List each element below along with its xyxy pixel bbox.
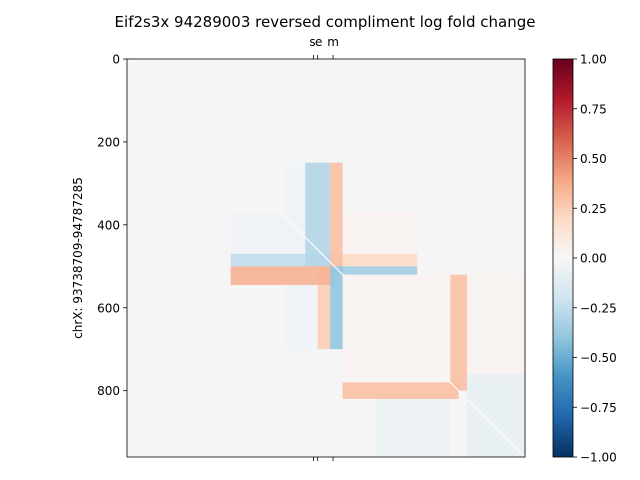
plot-area <box>126 58 526 458</box>
heatmap-region-lower-vertical-right <box>330 266 343 350</box>
colorbar-gradient <box>553 59 573 457</box>
heatmap-region-lower-right-vertical <box>450 274 467 391</box>
y-tick-label: 600 <box>97 301 120 315</box>
heatmap-region-upper-vertical-left <box>305 162 331 267</box>
plot-frame <box>126 58 526 458</box>
colorbar-tick-label: 0.50 <box>580 152 607 166</box>
heatmap-region-lower-left-pale-block <box>284 284 318 350</box>
y-tick-label: 0 <box>112 53 120 67</box>
y-axis-ticks: 0 200 400 600 800 <box>97 53 127 398</box>
heatmap-region-left-band-lower <box>230 266 335 285</box>
y-tick-label: 400 <box>97 218 120 232</box>
heatmap-cells <box>230 162 525 457</box>
colorbar-ticks: −1.00 −0.75 −0.50 −0.25 0.00 0.25 0.50 0.75 1.00 <box>573 53 617 465</box>
heatmap-region-upper-vertical-right <box>330 162 343 267</box>
colorbar-tick-label: −0.25 <box>580 301 617 315</box>
colorbar-tick-label: 0.00 <box>580 252 607 266</box>
diagonal-line <box>127 59 525 457</box>
heatmap-region-right-band-upper <box>334 253 418 267</box>
colorbar: −1.00 −0.75 −0.50 −0.25 0.00 0.25 0.50 0.75 1.00 <box>552 53 617 465</box>
heatmap-region-right-band-lower <box>334 266 418 275</box>
colorbar-tick-label: 1.00 <box>580 53 607 67</box>
colorbar-tick-label: −0.50 <box>580 351 617 365</box>
top-tick-label-m: m <box>327 35 339 49</box>
heatmap-region-lower-vertical-left <box>317 266 331 350</box>
colorbar-tick-label: 0.75 <box>580 102 607 116</box>
top-tick-label-e: e <box>315 35 322 49</box>
top-tick-label-s: s <box>309 35 315 49</box>
colorbar-tick-label: −0.75 <box>580 401 617 415</box>
bottom-axis-ticks <box>313 457 334 461</box>
colorbar-tick-label: 0.25 <box>580 202 607 216</box>
y-axis-label: chrX: 93738709-94787285 <box>71 177 85 339</box>
heatmap-region-mid-cool-block <box>375 398 451 457</box>
heatmap-region-right-mid-pale-block <box>342 274 525 383</box>
heatmap-region-lower-right-horizontal <box>342 382 459 399</box>
heatmap-region-upper-left-pale-block <box>230 212 306 254</box>
chart-title: Eif2s3x 94289003 reversed compliment log… <box>115 13 536 31</box>
heatmap-region-right-pale-block <box>342 212 418 254</box>
colorbar-tick-label: −1.00 <box>580 451 617 465</box>
y-tick-label: 200 <box>97 135 120 149</box>
heatmap-region-lower-right-cool-block <box>466 374 525 457</box>
y-tick-label: 800 <box>97 384 120 398</box>
